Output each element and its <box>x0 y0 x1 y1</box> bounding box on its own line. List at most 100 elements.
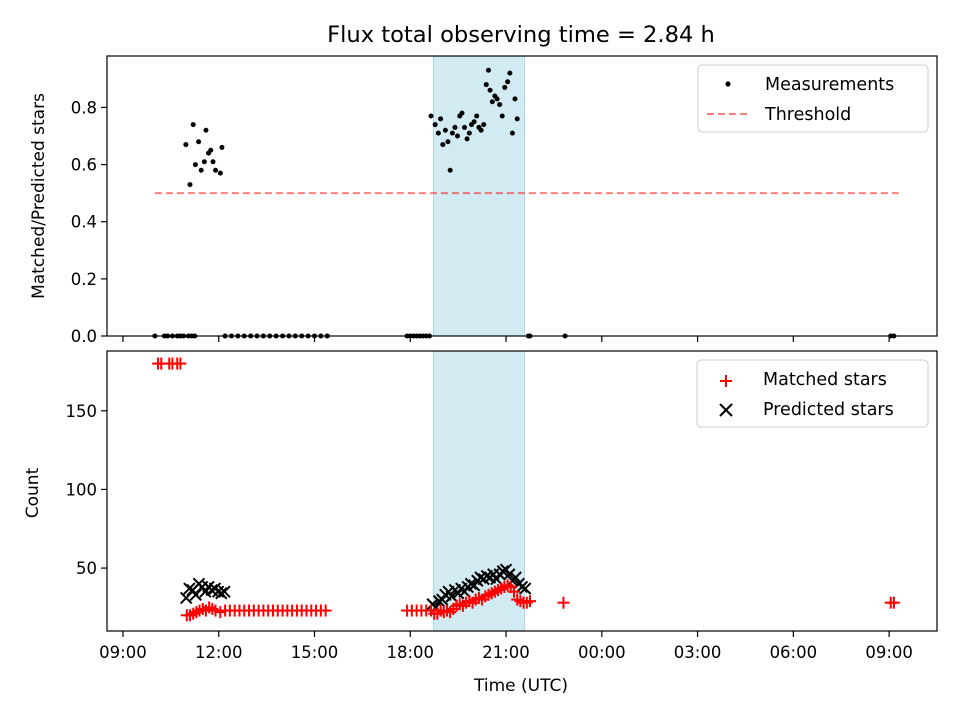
counts-y-ticks: 50 100 150 <box>66 402 107 578</box>
ratio-axes-frame <box>106 55 938 337</box>
measurement-point <box>196 139 202 145</box>
predicted-star-point <box>189 588 202 602</box>
predicted-star-point <box>518 582 532 595</box>
counts-legend-box <box>696 359 929 428</box>
predicted-star-points <box>179 563 532 614</box>
measurement-point <box>203 127 209 133</box>
y-tick-label: 0.0 <box>71 327 97 346</box>
measurement-point <box>447 167 453 173</box>
chart-title: Flux total observing time = 2.84 h <box>327 22 715 48</box>
predicted-star-point <box>179 591 193 605</box>
measurement-point <box>432 122 438 128</box>
measurement-point <box>483 82 489 88</box>
x-axis-label: Time (UTC) <box>473 676 568 696</box>
measurement-point <box>471 119 477 125</box>
x-tick-label: 15:00 <box>291 643 339 662</box>
measurement-point <box>505 79 511 85</box>
matched-legend-marker <box>720 375 732 387</box>
y-tick-label: 100 <box>66 480 98 499</box>
measurement-point <box>201 159 207 165</box>
matched-star-point <box>887 596 900 609</box>
x-tick-label: 03:00 <box>674 643 722 662</box>
predicted-star-point <box>218 585 231 598</box>
y-tick-label: 50 <box>76 559 97 578</box>
x-tick-label: 12:00 <box>195 643 243 662</box>
measurement-point <box>512 96 518 102</box>
y-tick-label: 0.6 <box>71 156 97 175</box>
predicted-star-point <box>445 590 458 603</box>
measurement-point <box>478 127 484 133</box>
measurement-point <box>438 116 444 122</box>
measurement-point <box>485 67 491 73</box>
measurement-point <box>440 142 446 148</box>
predicted-star-point <box>509 571 522 584</box>
ratio-legend: Measurements Threshold <box>697 64 929 133</box>
measurement-point <box>509 130 515 136</box>
measurements-legend-label: Measurements <box>765 75 894 95</box>
counts-y-axis-label: Count <box>23 467 43 518</box>
measurement-point <box>435 130 441 136</box>
y-tick-label: 150 <box>66 402 98 421</box>
measurement-point <box>466 130 472 136</box>
measurement-point <box>208 147 214 153</box>
measurement-point <box>499 113 505 119</box>
x-tick-label: 21:00 <box>482 643 530 662</box>
ratio-panel: 0.00.20.40.60.8 Matched/Predicted stars … <box>29 55 938 346</box>
matched-star-point <box>174 357 187 370</box>
measurement-point <box>494 96 500 102</box>
measurement-point <box>449 130 455 136</box>
predicted-legend-marker <box>719 403 733 417</box>
matched-star-points <box>152 357 900 622</box>
measurement-point <box>445 139 451 145</box>
matched-star-point <box>203 601 216 614</box>
measurement-point <box>507 70 513 76</box>
measurement-point <box>481 122 487 128</box>
measurements-legend-marker <box>725 81 731 87</box>
measurement-point <box>213 167 219 173</box>
predicted-star-point <box>503 568 516 581</box>
measurement-point <box>210 159 216 165</box>
threshold-legend-label: Threshold <box>764 105 851 125</box>
x-tick-label: 00:00 <box>578 643 626 662</box>
counts-axes-frame <box>106 350 938 632</box>
matched-star-point <box>206 602 219 615</box>
measurement-point <box>459 110 465 116</box>
ratio-legend-box <box>697 64 929 133</box>
measurement-point <box>452 124 458 130</box>
x-tick-label: 09:00 <box>99 643 147 662</box>
measurement-point <box>217 170 223 176</box>
measurement-point <box>462 124 468 130</box>
counts-x-ticks: 09:00 12:00 15:00 18:00 21:00 00:00 03:00 06:00… <box>99 631 913 662</box>
ratio-x-ticks <box>122 336 890 342</box>
predicted-star-point <box>496 565 510 578</box>
x-tick-label: 06:00 <box>770 643 818 662</box>
measurement-point <box>187 182 193 188</box>
measurement-point <box>487 87 493 93</box>
y-tick-label: 0.2 <box>71 270 97 289</box>
measurement-point <box>428 113 434 119</box>
matched-star-point <box>508 585 521 598</box>
predicted-star-point <box>464 577 478 591</box>
measurement-point <box>464 136 470 142</box>
counts-legend: Matched stars Predicted stars <box>696 359 929 428</box>
measurement-point <box>489 99 495 105</box>
measurement-point <box>474 113 480 119</box>
x-tick-label: 18:00 <box>386 643 434 662</box>
measurement-point <box>502 84 508 90</box>
matched-star-point <box>190 606 203 619</box>
measurement-point <box>442 127 448 133</box>
matched-star-point <box>557 596 570 609</box>
matched-legend-label: Matched stars <box>763 370 887 390</box>
measurement-point <box>183 142 189 148</box>
measurement-point <box>514 116 520 122</box>
measurement-point <box>198 167 204 173</box>
y-tick-label: 0.4 <box>71 213 97 232</box>
predicted-legend-label: Predicted stars <box>763 400 894 420</box>
x-tick-label: 09:00 <box>865 643 913 662</box>
measurement-point <box>192 162 198 168</box>
predicted-star-point <box>515 580 529 594</box>
ratio-y-ticks: 0.0 0.2 0.4 0.6 0.8 <box>71 98 107 346</box>
measurement-point <box>219 144 225 150</box>
